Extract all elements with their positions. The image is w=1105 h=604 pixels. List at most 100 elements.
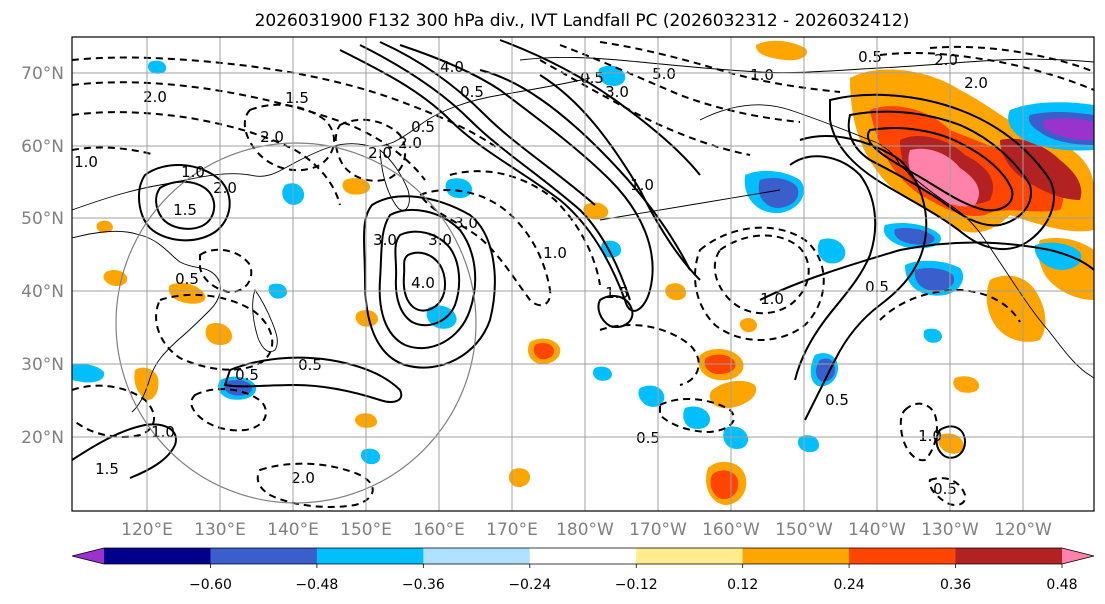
coastlines [72, 56, 1094, 413]
lon-tick-label: 140°E [267, 520, 319, 540]
contour-dashed [899, 402, 938, 462]
contour-dashed [599, 41, 841, 93]
div-positive-area [755, 40, 808, 61]
div-positive-area [103, 269, 128, 287]
colorbar-swatch [316, 548, 424, 564]
contour-solid [223, 356, 403, 403]
contour-solid [799, 135, 928, 421]
div-negative-area [224, 379, 253, 396]
div-positive-area [96, 220, 113, 233]
colorbar-tick-label: −0.12 [615, 577, 658, 593]
map-content: 1.01.52.01.52.02.00.54.03.02.05.03.01.0 2… [72, 39, 1094, 508]
contour-label: 0.5 [580, 69, 604, 87]
latitude-labels: 70°N 60°N 50°N 40°N 30°N 20°N [21, 64, 64, 448]
contour-label: 2.0 [260, 128, 284, 146]
contour-label: 1.0 [543, 244, 567, 262]
contour-dashed [72, 56, 501, 151]
lon-tick-label: 160°W [702, 520, 760, 540]
contour-label: 2.0 [368, 144, 392, 162]
div-positive-area [953, 376, 980, 393]
contour-dashed [879, 52, 1094, 91]
contour-solid [789, 155, 877, 381]
contour-dashed [879, 288, 1021, 323]
contour-dashed [713, 234, 810, 315]
lon-tick-label: 120°E [121, 520, 173, 540]
colorbar-outline [71, 547, 1095, 565]
div-negative-area [598, 65, 626, 86]
contour-dashed [243, 103, 335, 172]
div-positive-area [355, 310, 379, 327]
colorbar-swatch [849, 548, 957, 564]
colorbar-swatch [955, 548, 1063, 564]
contour-label: 0.5 [636, 429, 660, 447]
lat-tick-label: 50°N [21, 209, 64, 229]
colorbar-swatch [104, 548, 211, 564]
contour-label: 1.0 [181, 163, 205, 181]
contour-dashed [929, 45, 1094, 73]
contour-label: 1.0 [151, 423, 175, 441]
contour-label: 4.0 [411, 274, 435, 292]
contour-solid [394, 230, 461, 327]
div-positive-area [986, 275, 1046, 342]
longitude-labels: 120°E 130°E 140°E 150°E 160°E 170°E 180°W 170°W… [121, 520, 1052, 540]
div-positive-area [709, 380, 757, 409]
div-negative-area [683, 406, 711, 429]
contour-solid [597, 294, 634, 328]
contour-dashed [334, 118, 407, 182]
coastline-kamchatka [379, 148, 410, 211]
div-negative-area [72, 363, 105, 383]
contour-label: 1.0 [630, 176, 654, 194]
colorbar-tick-label: −0.48 [295, 577, 338, 593]
dashed-contours [72, 41, 1094, 508]
lat-tick-label: 40°N [21, 282, 64, 302]
contour-solid [539, 74, 701, 281]
contour-dashed [72, 81, 426, 181]
div-negative-area [1042, 118, 1094, 141]
coastline-arctic [519, 56, 1094, 73]
contour-solid [499, 39, 701, 176]
div-positive-area [205, 323, 233, 345]
colorbar-tick-label: 0.24 [834, 577, 865, 593]
contour-dashed [539, 59, 751, 156]
div-negative-area [923, 328, 942, 343]
contour-solid [847, 110, 1032, 227]
lon-tick-label: 140°W [848, 520, 906, 540]
div-negative-area [797, 435, 820, 453]
contour-label: 0.5 [858, 48, 882, 66]
colorbar-tick-label: −0.24 [508, 577, 551, 593]
coastline-aleutians [599, 189, 781, 221]
contour-label: 2.0 [291, 469, 315, 487]
colorbar-extend-max [1062, 548, 1094, 564]
div-positive-area [342, 178, 371, 195]
contour-solid [379, 41, 596, 206]
contour-label: 2.0 [964, 74, 988, 92]
div-negative-area [914, 267, 955, 292]
contour-label: 3.0 [428, 231, 452, 249]
contour-label: 0.5 [460, 83, 484, 101]
div-negative-area [592, 366, 612, 381]
coastline-north-america [899, 164, 1094, 379]
colorbar-tick-label: 0.12 [727, 577, 758, 593]
lon-tick-label: 150°E [340, 520, 392, 540]
contour-solid [72, 423, 177, 479]
contour-label: 1.5 [285, 89, 309, 107]
colorbar-tick-label: −0.60 [189, 577, 232, 593]
contour-solid [866, 127, 1014, 212]
contour-dashed [72, 384, 155, 438]
contour-solid [378, 209, 477, 350]
lat-tick-label: 70°N [21, 64, 64, 84]
contour-label: 0.5 [175, 270, 199, 288]
div-positive-area [908, 148, 980, 207]
colorbar-tick-label: −0.36 [402, 577, 445, 593]
contour-dashed [928, 477, 967, 507]
contour-solid [402, 251, 446, 312]
contour-solid [829, 93, 1055, 251]
contour-label: 3.0 [373, 231, 397, 249]
div-positive-area [665, 283, 687, 301]
div-positive-area [938, 433, 965, 454]
div-negative-area [445, 178, 473, 198]
colorbar-swatch [636, 548, 744, 564]
contour-label: 3.0 [605, 83, 629, 101]
landfall-radius-circle [115, 142, 477, 504]
lon-tick-label: 120°W [994, 520, 1052, 540]
